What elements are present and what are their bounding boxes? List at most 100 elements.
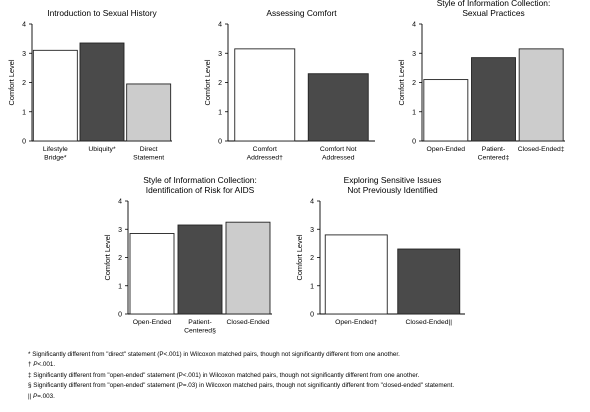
chart-title: Introduction to Sexual History bbox=[47, 8, 157, 18]
bar bbox=[423, 79, 469, 142]
y-axis-label: Comfort Level bbox=[295, 234, 304, 280]
footnote-5-mark: || bbox=[28, 392, 34, 400]
footnote-2-text: <.001. bbox=[37, 361, 56, 369]
y-tick-label: 4 bbox=[218, 22, 222, 29]
y-tick-label: 0 bbox=[412, 139, 416, 146]
footnote-2: † P<.001. bbox=[28, 360, 583, 370]
category-label: Open-Ended bbox=[427, 146, 466, 153]
bar bbox=[397, 248, 461, 315]
y-tick-label: 0 bbox=[310, 312, 314, 319]
bar bbox=[79, 42, 125, 142]
bar bbox=[471, 57, 516, 142]
category-label: Lifestyle Bridge* bbox=[43, 146, 68, 162]
y-tick-label: 1 bbox=[118, 283, 122, 290]
chart-title-line: Introduction to Sexual History bbox=[47, 8, 157, 18]
category-label-line: Closed-Ended bbox=[226, 319, 269, 326]
chart-identification-of-risk: Style of Information Collection: Identifi… bbox=[103, 175, 272, 335]
category-label: Closed-Ended|| bbox=[405, 319, 452, 326]
y-tick-label: 0 bbox=[22, 139, 26, 146]
y-tick-label: 3 bbox=[310, 227, 314, 234]
y-tick-label: 4 bbox=[22, 22, 26, 29]
category-label-line: Lifestyle bbox=[43, 146, 68, 153]
category-label-line: Statement bbox=[133, 155, 164, 162]
footnote-5-text: =.003. bbox=[37, 392, 55, 400]
y-axis-label: Comfort Level bbox=[203, 59, 212, 105]
y-tick-label: 3 bbox=[218, 51, 222, 58]
bar bbox=[324, 234, 388, 315]
bar bbox=[225, 221, 271, 315]
category-label-line: Closed-Ended‡ bbox=[518, 146, 565, 153]
y-axis-label: Comfort Level bbox=[103, 234, 112, 280]
category-label-line: Comfort Not bbox=[320, 146, 357, 153]
category-label-line: Open-Ended bbox=[133, 319, 172, 326]
y-tick-label: 4 bbox=[310, 199, 314, 206]
y-tick-label: 1 bbox=[412, 109, 416, 116]
chart-title-line: Exploring Sensitive Issues bbox=[344, 175, 442, 185]
category-label-line: Comfort bbox=[253, 146, 277, 153]
category-label-line: Centered‡ bbox=[478, 155, 510, 162]
chart-title: Assessing Comfort bbox=[266, 8, 337, 18]
y-tick-label: 2 bbox=[310, 255, 314, 262]
chart-exploring-sensitive-issues: Exploring Sensitive Issues Not Previously… bbox=[295, 175, 465, 326]
bar bbox=[32, 49, 78, 142]
chart-title-line: Assessing Comfort bbox=[266, 8, 337, 18]
bar bbox=[234, 48, 296, 142]
y-tick-label: 3 bbox=[22, 51, 26, 58]
category-label-line: Patient- bbox=[188, 319, 211, 326]
chart-title: Style of Information Collection: Sexual P… bbox=[437, 0, 551, 18]
chart-title: Exploring Sensitive Issues Not Previously… bbox=[344, 175, 442, 195]
category-label-line: Open-Ended bbox=[427, 146, 466, 153]
footnote-2-p: P bbox=[33, 361, 38, 369]
category-label: Patient- Centered§ bbox=[184, 319, 216, 335]
footnote-5-p: P bbox=[33, 392, 38, 400]
category-label-line: Centered§ bbox=[184, 328, 216, 335]
footnote-2-mark: † bbox=[28, 361, 34, 369]
chart-title-line: Identification of Risk for AIDS bbox=[146, 185, 255, 195]
bar bbox=[177, 224, 223, 315]
y-tick-label: 2 bbox=[22, 80, 26, 87]
y-tick-label: 1 bbox=[218, 109, 222, 116]
category-label: Closed-Ended‡ bbox=[518, 146, 565, 153]
category-label-line: Open-Ended† bbox=[335, 319, 378, 326]
category-label-line: Bridge* bbox=[44, 155, 67, 162]
y-tick-label: 1 bbox=[22, 109, 26, 116]
category-label-line: Closed-Ended|| bbox=[405, 319, 452, 326]
bar bbox=[518, 48, 564, 142]
y-tick-label: 4 bbox=[118, 199, 122, 206]
y-tick-label: 3 bbox=[118, 227, 122, 234]
y-tick-label: 0 bbox=[218, 139, 222, 146]
y-axis-label: Comfort Level bbox=[7, 59, 16, 105]
category-label: Patient- Centered‡ bbox=[478, 146, 510, 162]
figure: Introduction to Sexual History 0 1 2 3 4 Comfo… bbox=[7, 0, 565, 335]
chart-title-line: Not Previously Identified bbox=[347, 185, 438, 195]
category-label: Open-Ended bbox=[133, 319, 172, 326]
footnote-5: || P=.003. bbox=[28, 392, 583, 402]
category-label: Comfort Addressed† bbox=[247, 146, 283, 162]
y-axis-label: Comfort Level bbox=[397, 59, 406, 105]
footnote-4: § Significantly different from "open-end… bbox=[28, 382, 455, 390]
y-tick-label: 2 bbox=[218, 80, 222, 87]
y-tick-label: 2 bbox=[118, 255, 122, 262]
y-tick-label: 1 bbox=[310, 283, 314, 290]
category-label-line: Addressed bbox=[322, 155, 355, 162]
bar bbox=[126, 83, 172, 142]
category-label-line: Ubiquity* bbox=[88, 146, 116, 153]
y-tick-label: 3 bbox=[412, 51, 416, 58]
y-tick-label: 2 bbox=[412, 80, 416, 87]
y-tick-label: 4 bbox=[412, 22, 416, 29]
chart-title-line: Style of Information Collection: bbox=[143, 175, 257, 185]
bar bbox=[307, 73, 369, 142]
category-label-line: Patient- bbox=[482, 146, 505, 153]
y-tick-label: 0 bbox=[118, 312, 122, 319]
category-label: Closed-Ended bbox=[226, 319, 269, 326]
category-label-line: Addressed† bbox=[247, 155, 283, 162]
chart-assessing-comfort: Assessing Comfort 0 1 2 3 4 Comfort Level Comfo… bbox=[203, 8, 375, 162]
category-label-line: Direct bbox=[140, 146, 158, 153]
footnotes: * Significantly different from "direct" … bbox=[28, 350, 583, 402]
chart-introduction-to-sexual-history: Introduction to Sexual History 0 1 2 3 4 Comfo… bbox=[7, 8, 172, 162]
category-label: Comfort Not Addressed bbox=[320, 146, 357, 162]
chart-title-line: Style of Information Collection: bbox=[437, 0, 551, 8]
chart-sexual-practices: Style of Information Collection: Sexual P… bbox=[397, 0, 565, 162]
footnote-1: * Significantly different from "direct" … bbox=[28, 351, 400, 358]
bar bbox=[129, 233, 175, 315]
